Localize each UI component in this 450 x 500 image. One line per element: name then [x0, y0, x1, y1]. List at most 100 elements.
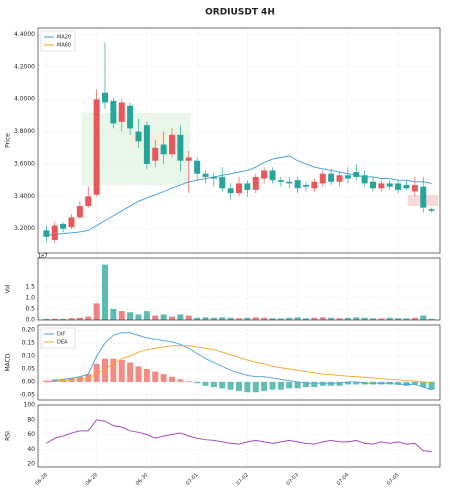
x-tick-label: 06-28	[34, 472, 49, 487]
y-tick-label: 60	[27, 431, 35, 438]
y-tick-label: -0.05	[19, 391, 35, 398]
candle-body	[370, 181, 376, 189]
volume-bar	[428, 318, 435, 320]
x-tick-label: 06-29	[85, 472, 100, 487]
volume-bar	[118, 311, 125, 320]
candle-body	[43, 230, 50, 237]
volume-bar	[219, 317, 226, 320]
candle-body	[152, 147, 159, 161]
macd-bar	[261, 381, 268, 391]
macd-bar	[177, 379, 184, 382]
candle-body	[127, 105, 134, 129]
y-tick-label: 0.15	[22, 340, 36, 347]
y-axis-label: MACD	[5, 353, 12, 371]
y-tick-label: 4.4000	[14, 31, 35, 38]
y-tick-label: 0.5	[25, 305, 35, 312]
y-tick-label: 3.2000	[14, 225, 35, 232]
candle-body	[85, 196, 92, 207]
macd-bar	[110, 358, 117, 382]
candle-body	[210, 176, 217, 179]
volume-bar	[93, 303, 100, 320]
y-axis-label: Vol	[5, 284, 12, 293]
volume-bar	[303, 318, 309, 320]
legend-label: MA60	[57, 43, 71, 49]
volume-bar	[328, 317, 335, 320]
volume-bar	[386, 317, 393, 320]
macd-line	[46, 332, 432, 391]
macd-bar	[403, 381, 410, 386]
macd-bar	[236, 381, 242, 391]
macd-bar	[420, 381, 427, 388]
volume-bar	[135, 314, 142, 320]
candle-body	[395, 183, 402, 190]
volume-bar	[227, 317, 234, 320]
candle-body	[252, 176, 259, 190]
y-tick-label: 100	[24, 402, 36, 409]
macd-bar	[127, 362, 134, 382]
macd-bar	[227, 381, 234, 390]
x-tick-label: 06-30	[135, 472, 150, 487]
x-tick-label: 07-04	[336, 472, 351, 487]
macd-bar	[294, 381, 301, 389]
candle-body	[386, 183, 393, 187]
macd-bar	[311, 381, 318, 388]
macd-bar	[76, 376, 83, 382]
volume-bar	[127, 312, 134, 320]
volume-bar	[261, 317, 268, 320]
y-tick-label: 0.0	[25, 317, 35, 324]
macd-bar	[210, 381, 217, 388]
candle-body	[185, 157, 192, 161]
volume-bar	[152, 315, 159, 320]
x-tick-label: 07-02	[235, 472, 250, 487]
candle-body	[244, 183, 251, 190]
candle-body	[344, 175, 351, 179]
macd-bar	[286, 381, 293, 389]
volume-bar	[102, 264, 108, 320]
candle-body	[60, 223, 67, 229]
y-tick-label: 3.4000	[14, 193, 35, 200]
volume-bar	[411, 317, 418, 320]
macd-bar	[219, 381, 226, 389]
macd-bar	[160, 374, 167, 382]
volume-bar	[311, 317, 318, 320]
y-tick-label: 0.00	[22, 378, 36, 385]
panel-frame	[37, 404, 441, 468]
volume-bar	[344, 317, 351, 320]
y-tick-label: 0.20	[22, 327, 36, 334]
macd-bar	[319, 381, 326, 386]
macd-bar	[202, 381, 209, 386]
volume-bar	[269, 318, 276, 320]
y-tick-label: 0.05	[22, 365, 36, 372]
volume-bar	[353, 317, 360, 320]
zone-box	[130, 133, 177, 146]
macd-bar	[269, 381, 276, 390]
macd-bar	[353, 381, 360, 385]
macd-bar	[143, 368, 150, 382]
macd-bar	[118, 359, 125, 382]
y-tick-label: 1.5	[25, 283, 35, 290]
candle-body	[118, 102, 125, 122]
volume-bar	[177, 314, 184, 320]
macd-bar	[102, 358, 108, 382]
candle-body	[336, 175, 343, 182]
volume-bar	[51, 318, 58, 320]
macd-bar	[411, 381, 418, 385]
candle-body	[76, 206, 83, 218]
volume-bar	[85, 316, 92, 320]
volume-bar	[286, 317, 293, 320]
candle-body	[420, 186, 427, 208]
candle-body	[277, 180, 284, 182]
y-tick-label: 40	[27, 446, 35, 453]
volume-bar	[210, 317, 217, 320]
macd-bar	[169, 376, 175, 382]
volume-bar	[420, 315, 427, 320]
macd-bar	[336, 381, 343, 386]
macd-bar	[328, 381, 335, 386]
y-tick-label: 1.0	[25, 294, 35, 301]
panel-frame	[37, 324, 441, 401]
x-tick-label: 07-01	[185, 472, 200, 487]
macd-bar	[395, 381, 402, 385]
volume-bar	[294, 317, 301, 320]
macd-bar	[185, 381, 192, 382]
